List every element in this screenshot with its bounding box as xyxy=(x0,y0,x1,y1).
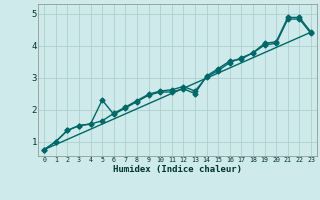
X-axis label: Humidex (Indice chaleur): Humidex (Indice chaleur) xyxy=(113,165,242,174)
